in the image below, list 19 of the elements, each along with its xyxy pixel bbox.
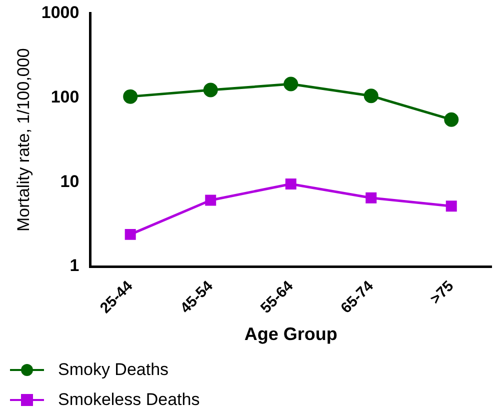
point [446,200,457,212]
point [285,178,296,190]
legend-label: Smokeless Deaths [58,390,200,410]
legend-label: Smoky Deaths [58,360,169,380]
y-tick-label: 1000 [41,2,80,22]
y-tick-label: 10 [60,172,80,191]
x-tick-label: >75 [427,278,458,308]
point [203,82,218,98]
y-tick-label: 100 [50,87,80,106]
point [284,76,298,92]
point [366,192,377,204]
point [123,89,138,104]
x-axis-title: Age Group [244,324,338,344]
point [205,194,216,206]
point [124,228,136,240]
y-axis-title: Mortality rate, 1/100,000 [14,48,33,232]
y-tick-label: 1 [70,256,80,276]
point [444,112,459,127]
point [364,88,378,104]
